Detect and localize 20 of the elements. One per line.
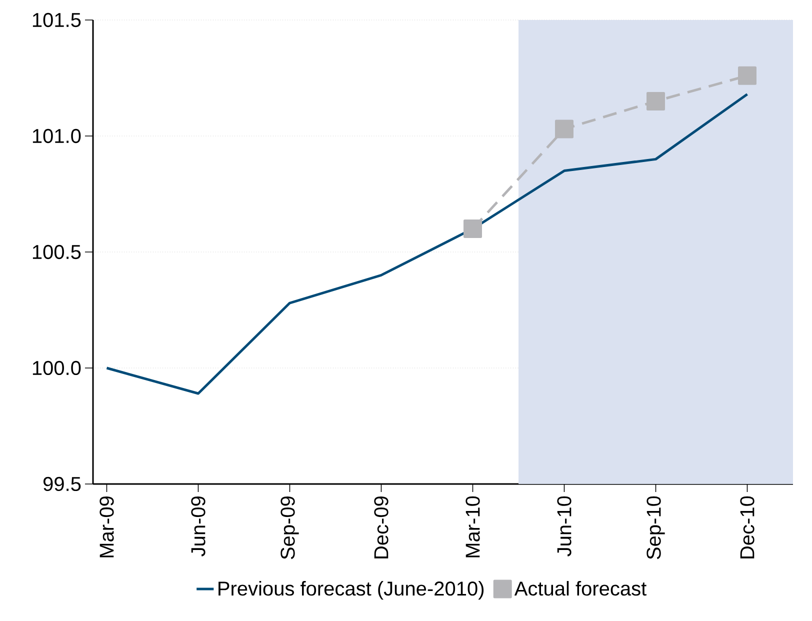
- y-tick-label: 101.0: [32, 128, 81, 144]
- point: [554, 120, 574, 138]
- x-tick-label: Jun-10: [557, 496, 572, 556]
- x-tick-label: Mar-09: [100, 496, 114, 558]
- point: [646, 92, 665, 110]
- x-tick-label: Jun-09: [191, 496, 206, 556]
- legend-label: Actual forecast: [514, 580, 646, 596]
- y-tick-label: 100.5: [32, 244, 81, 260]
- x-tick-label: Dec-09: [374, 496, 388, 558]
- point: [738, 66, 756, 85]
- x-tick-label: Mar-10: [466, 496, 480, 558]
- x-tick-label: Sep-10: [646, 496, 665, 560]
- y-tick-label: 99.5: [43, 476, 81, 492]
- y-tick-label: 100.0: [32, 360, 81, 376]
- legend-label: Previous forecast (June-2010): [218, 580, 484, 600]
- point: [463, 220, 482, 238]
- y-tick-label: 101.5: [32, 12, 81, 28]
- x-tick-label: Sep-09: [280, 496, 299, 560]
- x-tick-label: Dec-10: [740, 496, 754, 558]
- line-series: [105, 92, 748, 395]
